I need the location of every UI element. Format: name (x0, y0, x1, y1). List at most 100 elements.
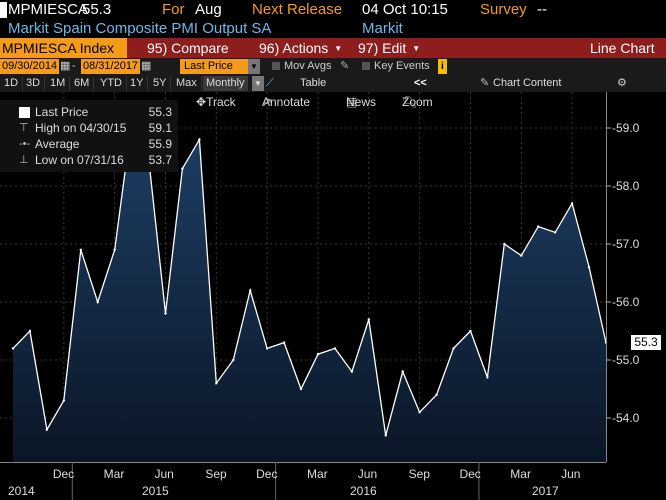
pencil-icon[interactable]: ✎ (480, 77, 490, 89)
x-year-label: 2014 (8, 484, 35, 498)
data-point (537, 225, 540, 228)
calendar-icon[interactable]: ▦ (60, 60, 71, 72)
x-tick-label: Sep (205, 467, 227, 481)
period-toolbar: 1D 3D 1M 6M YTD 1Y 5Y Max Monthly ▼ ⟋ Ta… (0, 75, 666, 92)
table-button[interactable]: Table (300, 77, 327, 89)
ticker-symbol: MPMIESCA (8, 1, 89, 18)
mov-avgs-toggle[interactable]: Mov Avgs (272, 59, 332, 74)
data-point (384, 434, 387, 437)
data-point (553, 231, 557, 234)
period-3d[interactable]: 3D (22, 76, 46, 91)
edit-button[interactable]: 97) Edit ▼ (358, 40, 421, 56)
info-icon[interactable]: i (438, 59, 447, 74)
security-description: Markit Spain Composite PMI Output SA (8, 20, 272, 37)
data-source: Markit (362, 20, 403, 37)
compare-button[interactable]: 95) Compare (147, 40, 229, 56)
data-point (215, 382, 218, 385)
start-date-field[interactable]: 09/30/2014 (0, 59, 60, 74)
data-point (503, 242, 506, 246)
data-point (570, 202, 574, 205)
survey-value: -- (537, 1, 547, 18)
data-point (232, 358, 235, 362)
y-tick-label: -59.0 (612, 121, 640, 135)
period-1d[interactable]: 1D (0, 76, 24, 91)
x-tick-label: Sep (408, 467, 430, 481)
data-point (198, 138, 201, 141)
period-6m[interactable]: 6M (70, 76, 95, 91)
pencil-icon[interactable]: ✎ (340, 60, 350, 72)
end-date-field[interactable]: 08/31/2017 (81, 59, 141, 74)
x-tick-label: Dec (256, 467, 278, 481)
annotate-icon: ↗ (262, 95, 273, 109)
track-button[interactable]: ✥ Track (196, 95, 236, 109)
description-row: Markit Spain Composite PMI Output SA Mar… (0, 19, 666, 38)
field-select[interactable]: Last Price (180, 59, 252, 74)
high-marker-icon: ⊤ (19, 122, 29, 134)
data-point (181, 167, 184, 170)
search-icon: 🔍︎ (402, 95, 418, 109)
data-point (350, 370, 354, 373)
low-marker-icon: ⊥ (19, 154, 29, 166)
series-line (12, 119, 607, 436)
y-tick-label: -57.0 (612, 237, 640, 251)
chevron-down-icon: ▼ (334, 44, 343, 54)
period-max[interactable]: Max (172, 76, 202, 91)
legend-average: -•- Average 55.9 (19, 137, 172, 151)
legend-swatch (19, 107, 30, 118)
key-events-toggle[interactable]: Key Events (362, 59, 430, 74)
data-point (62, 399, 66, 402)
gear-icon[interactable]: ⚙ (617, 77, 627, 89)
period-5y[interactable]: 5Y (149, 76, 172, 91)
data-point (486, 376, 489, 379)
collapse-button[interactable]: << (414, 77, 427, 89)
calendar-icon[interactable]: ▦ (141, 60, 152, 72)
data-point (11, 347, 15, 350)
x-tick-label: Dec (459, 467, 481, 481)
data-point (113, 248, 116, 251)
frequency-select[interactable]: Monthly (203, 76, 248, 91)
y-tick-label: -58.0 (612, 179, 640, 193)
period-ytd[interactable]: YTD (96, 76, 127, 91)
date-separator: - (72, 60, 76, 72)
data-point (367, 318, 370, 321)
chevron-down-icon[interactable]: ▼ (252, 76, 264, 91)
data-point (520, 254, 523, 257)
data-point (28, 329, 32, 333)
x-tick-label: Mar (510, 467, 531, 481)
chevron-down-icon: ▼ (412, 44, 421, 54)
line-chart-icon[interactable]: ⟋ (266, 77, 274, 89)
last-value: 55.3 (82, 1, 112, 18)
checkbox-icon (272, 62, 280, 71)
data-point (587, 266, 591, 269)
period-1y[interactable]: 1Y (126, 76, 149, 91)
data-point (265, 347, 269, 350)
data-point (401, 370, 404, 373)
chart-type-button[interactable]: Line Chart (590, 40, 655, 56)
data-point (469, 329, 472, 333)
data-point (316, 353, 320, 356)
data-point (435, 393, 438, 396)
legend-last-price: Last Price 55.3 (0, 105, 178, 120)
last-price-tag: 55.3 (631, 334, 661, 350)
security-field[interactable]: MPMIESCA Index (0, 38, 127, 58)
y-tick-label: -56.0 (612, 295, 640, 309)
data-point (45, 428, 49, 431)
data-point (79, 248, 82, 251)
data-point (96, 300, 99, 304)
period-1m[interactable]: 1M (46, 76, 71, 91)
checkbox-icon (362, 62, 370, 71)
next-release-value: 04 Oct 10:15 (362, 1, 448, 18)
x-year-label: 2015 (142, 484, 169, 498)
chevron-down-icon[interactable]: ▼ (248, 59, 260, 74)
x-tick-label: Jun (357, 467, 378, 481)
for-label: For (162, 1, 185, 18)
cursor-block (0, 2, 7, 18)
x-tick-label: Mar (103, 467, 125, 481)
data-point (249, 289, 252, 292)
actions-button[interactable]: 96) Actions ▼ (259, 40, 343, 56)
chart-content-button[interactable]: Chart Content (493, 77, 562, 89)
data-point (164, 312, 167, 315)
legend-high: ⊤ High on 04/30/15 59.1 (19, 121, 172, 135)
news-icon: ▤ (346, 95, 358, 109)
x-tick-label: Dec (52, 467, 75, 481)
